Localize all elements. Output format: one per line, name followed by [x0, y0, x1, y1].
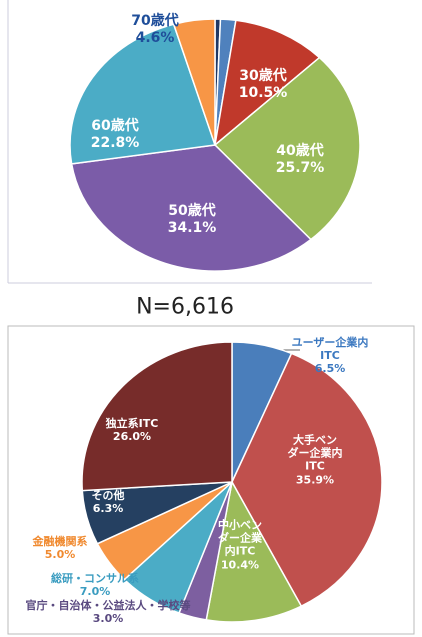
- slice-label: 70歳代 4.6%: [131, 13, 178, 47]
- pie-slice: [81, 341, 233, 492]
- slice-label: ユーザー企業内 ITC 6.5%: [292, 336, 369, 376]
- slice-label: その他 6.3%: [92, 489, 125, 515]
- pie-slice: [70, 144, 313, 272]
- value-label: 4.6%: [135, 30, 175, 46]
- slice-label: 金融機関系 5.0%: [33, 535, 88, 561]
- sample-size: N=6,616: [136, 294, 234, 320]
- pie-slice: [205, 479, 303, 623]
- category-name: 30歳代: [239, 68, 287, 85]
- slice-label: 50歳代 34.1%: [168, 203, 217, 237]
- category-name: 総研・コンサル系: [51, 571, 139, 585]
- frame: [7, 325, 415, 635]
- value-label: 6.5%: [314, 362, 346, 376]
- category-name: 70歳代: [131, 13, 179, 30]
- category-name: 官庁・自治体・公益法人・学校等: [25, 598, 191, 612]
- pie-slice: [231, 352, 383, 608]
- slice-label: 官庁・自治体・公益法人・学校等 3.0%: [26, 599, 191, 625]
- value-label: 10.4%: [220, 558, 260, 572]
- category-name: ユーザー企業内 ITC: [291, 336, 369, 363]
- value-label: 10.5%: [238, 85, 288, 101]
- pie-slice: [213, 19, 321, 147]
- value-label: 5.0%: [44, 548, 76, 561]
- slice-label: 中小ベン ダー企業 内ITC 10.4%: [218, 519, 262, 572]
- value-label: 26.0%: [112, 430, 152, 443]
- category-name: 40歳代: [276, 143, 324, 160]
- value-label: 6.3%: [92, 502, 124, 515]
- slice-label: 総研・コンサル系 7.0%: [51, 572, 139, 598]
- value-label: 35.9%: [295, 473, 335, 487]
- category-name: 中小ベン ダー企業 内ITC: [218, 518, 262, 558]
- slice-label: 40歳代 25.7%: [276, 143, 325, 177]
- category-name: 大手ベン ダー企業内 ITC: [287, 433, 343, 473]
- slice-label: 30歳代 10.5%: [239, 68, 288, 102]
- slice-label: 60歳代 22.8%: [91, 118, 140, 152]
- category-name: 金融機関系: [32, 534, 88, 548]
- pie-slice: [69, 23, 217, 165]
- value-label: 7.0%: [79, 585, 111, 598]
- pie-slice: [213, 56, 361, 241]
- value-label: 25.7%: [275, 160, 325, 176]
- pie-slice: [172, 18, 216, 146]
- value-label: 3.0%: [92, 612, 124, 625]
- value-label: 22.8%: [90, 135, 140, 151]
- slice-label: 独立系ITC 26.0%: [106, 417, 159, 443]
- slice-label: 大手ベン ダー企業内 ITC 35.9%: [288, 434, 343, 487]
- category-name: 60歳代: [91, 118, 139, 135]
- category-name: 独立系ITC: [105, 416, 159, 430]
- category-name: 50歳代: [168, 203, 216, 220]
- value-label: 34.1%: [167, 220, 217, 236]
- category-name: その他: [91, 488, 125, 502]
